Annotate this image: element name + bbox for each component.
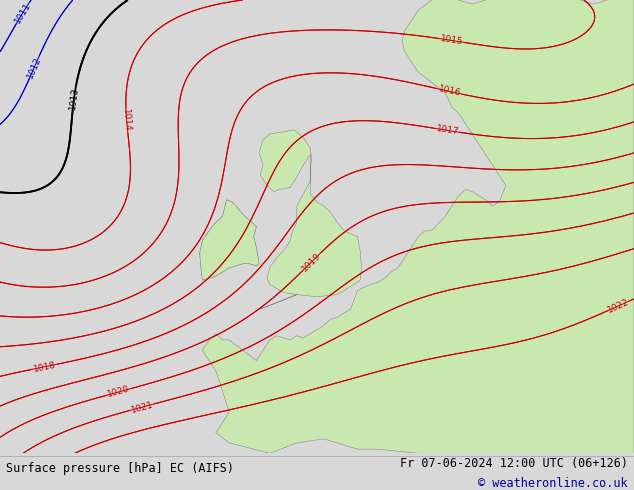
Text: 1020: 1020: [107, 385, 131, 399]
Text: 1022: 1022: [606, 297, 631, 315]
Polygon shape: [259, 130, 361, 309]
Text: 1011: 1011: [13, 0, 33, 25]
Text: 1014: 1014: [121, 108, 132, 132]
Text: 1012: 1012: [25, 55, 43, 80]
Text: 1016: 1016: [437, 85, 462, 98]
Text: Surface pressure [hPa] EC (AIFS): Surface pressure [hPa] EC (AIFS): [6, 462, 235, 475]
Text: 1015: 1015: [439, 34, 463, 47]
Text: 1019: 1019: [301, 250, 323, 273]
Polygon shape: [200, 200, 259, 280]
Text: 1018: 1018: [32, 360, 56, 373]
Polygon shape: [202, 0, 634, 453]
Polygon shape: [200, 200, 259, 280]
Text: © weatheronline.co.uk: © weatheronline.co.uk: [478, 477, 628, 490]
Text: 1017: 1017: [436, 124, 460, 137]
Text: Fr 07-06-2024 12:00 UTC (06+126): Fr 07-06-2024 12:00 UTC (06+126): [399, 457, 628, 470]
Text: 1013: 1013: [68, 86, 80, 110]
Text: 1021: 1021: [130, 400, 154, 415]
